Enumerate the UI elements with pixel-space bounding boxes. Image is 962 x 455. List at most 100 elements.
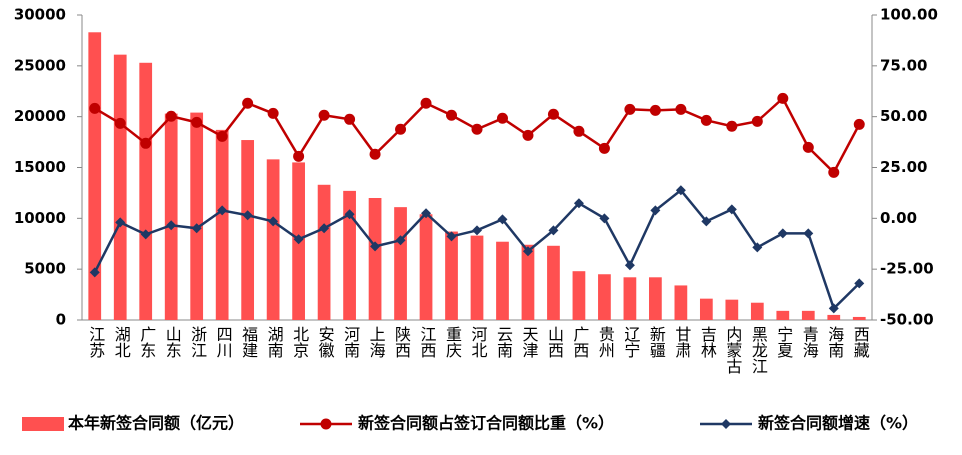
bar	[317, 184, 331, 320]
marker	[268, 216, 279, 227]
x-tick-label: 湖南	[265, 326, 284, 358]
x-tick-label: 辽宁	[621, 326, 640, 358]
bar	[139, 62, 153, 321]
bar	[521, 244, 535, 320]
x-tick-label: 西藏	[851, 326, 870, 359]
x-tick-label: 河北	[469, 326, 488, 358]
y2-tick-label: 25.00	[880, 158, 927, 176]
x-tick-label: 江西	[418, 326, 437, 358]
bar	[190, 112, 204, 320]
marker	[802, 141, 814, 153]
bar	[164, 113, 178, 320]
marker	[548, 225, 559, 236]
x-tick-label: 海南	[825, 326, 844, 358]
bar	[266, 159, 280, 320]
x-tick-label: 山西	[545, 326, 564, 358]
marker	[701, 216, 712, 227]
x-tick-label: 河南	[341, 326, 360, 358]
y-tick-label: 20000	[14, 107, 66, 125]
marker	[853, 118, 865, 130]
y-tick-label: 15000	[14, 158, 66, 176]
marker	[496, 112, 508, 124]
x-tick-label: 浙江	[188, 326, 207, 358]
marker	[344, 113, 356, 125]
bar	[215, 129, 229, 320]
marker	[573, 198, 584, 209]
legend-marker	[721, 419, 731, 429]
x-tick-label: 重庆	[443, 326, 462, 358]
marker	[446, 231, 457, 242]
marker	[547, 108, 559, 120]
marker	[472, 225, 482, 236]
y2-tick-label: 0.00	[880, 209, 917, 227]
legend-label: 新签合同额增速（%）	[758, 414, 918, 433]
legend-label: 新签合同额占签订合同额比重（%）	[358, 414, 614, 433]
marker	[217, 205, 228, 216]
marker	[777, 92, 789, 104]
marker	[522, 129, 534, 141]
x-tick-label: 天津	[519, 326, 538, 358]
x-tick-label: 甘肃	[672, 326, 691, 358]
marker	[649, 104, 661, 116]
marker	[675, 185, 686, 196]
marker	[242, 210, 253, 221]
marker	[165, 110, 177, 122]
marker	[446, 109, 458, 121]
marker	[624, 103, 636, 115]
bar	[419, 214, 433, 320]
bar	[368, 198, 382, 320]
marker	[191, 223, 202, 234]
line	[94, 96, 861, 175]
marker	[675, 103, 687, 115]
marker	[726, 120, 738, 132]
marker	[216, 130, 228, 142]
y2-tick-label: -25.00	[880, 260, 934, 278]
x-tick-label: 陕西	[392, 326, 411, 358]
bar	[725, 299, 739, 320]
x-tick-label: 青海	[800, 326, 819, 358]
bar	[852, 316, 866, 320]
marker	[293, 150, 305, 162]
legend-label: 本年新签合同额（亿元）	[68, 414, 244, 433]
marker	[828, 303, 839, 314]
bar	[649, 277, 662, 320]
marker	[114, 117, 126, 129]
y-tick-label: 10000	[14, 209, 66, 227]
x-tick-label: 四川	[214, 326, 233, 358]
bar	[801, 310, 815, 320]
x-tick-label: 湖北	[112, 326, 131, 358]
bar	[776, 310, 790, 320]
y-tick-label: 30000	[14, 6, 66, 24]
marker	[140, 137, 152, 149]
marker	[395, 123, 407, 135]
marker	[115, 217, 126, 228]
x-tick-label: 吉林	[698, 326, 717, 358]
y2-tick-label: 50.00	[880, 107, 927, 125]
marker	[318, 109, 330, 121]
x-tick-label: 山东	[163, 326, 182, 358]
marker	[700, 114, 712, 126]
x-tick-label: 广东	[137, 326, 156, 358]
bar	[394, 207, 407, 320]
marker	[395, 235, 406, 246]
marker	[267, 107, 279, 119]
marker	[751, 115, 763, 127]
bar	[445, 231, 458, 320]
x-tick-label: 宁夏	[774, 326, 793, 358]
x-tick-label: 江苏	[86, 326, 105, 359]
x-tick-label: 内蒙古	[723, 326, 742, 374]
x-tick-label: 上海	[367, 326, 386, 358]
marker	[828, 166, 840, 178]
marker	[421, 208, 432, 219]
x-tick-label: 广西	[570, 326, 589, 358]
bar	[623, 277, 637, 320]
marker	[319, 223, 330, 234]
x-tick-label: 北京	[290, 326, 309, 359]
bar	[470, 235, 484, 320]
marker	[89, 102, 101, 114]
y-tick-label: 25000	[14, 56, 66, 74]
x-tick-label: 安徽	[316, 326, 335, 358]
legend-marker	[320, 418, 332, 430]
bar	[547, 245, 560, 320]
marker	[803, 228, 814, 239]
